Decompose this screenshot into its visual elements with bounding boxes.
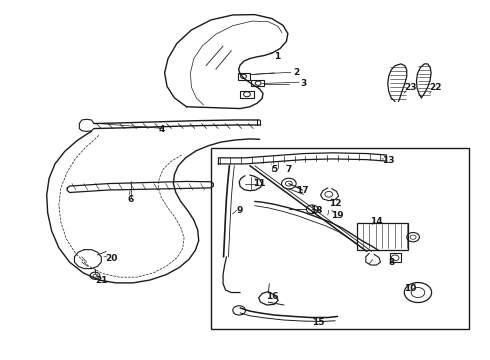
Text: 7: 7 <box>286 165 292 174</box>
Text: 19: 19 <box>331 211 344 220</box>
Text: 23: 23 <box>404 83 417 92</box>
Text: 12: 12 <box>329 199 342 208</box>
Text: 3: 3 <box>300 79 307 88</box>
Text: 2: 2 <box>293 68 299 77</box>
Text: 15: 15 <box>312 318 324 327</box>
Text: 18: 18 <box>310 206 323 215</box>
Text: 13: 13 <box>383 156 395 165</box>
Text: 5: 5 <box>271 165 277 174</box>
Text: 1: 1 <box>273 52 280 61</box>
Text: 6: 6 <box>127 195 134 204</box>
Text: 17: 17 <box>296 186 309 195</box>
Text: 10: 10 <box>404 284 417 293</box>
Text: 16: 16 <box>266 292 278 301</box>
Text: 20: 20 <box>105 254 117 263</box>
Text: 11: 11 <box>253 179 266 188</box>
Text: 21: 21 <box>95 275 107 284</box>
Text: 14: 14 <box>370 217 383 226</box>
Text: 4: 4 <box>159 126 165 135</box>
Text: 9: 9 <box>237 206 244 215</box>
Text: 8: 8 <box>388 258 394 267</box>
Text: 22: 22 <box>429 83 441 92</box>
